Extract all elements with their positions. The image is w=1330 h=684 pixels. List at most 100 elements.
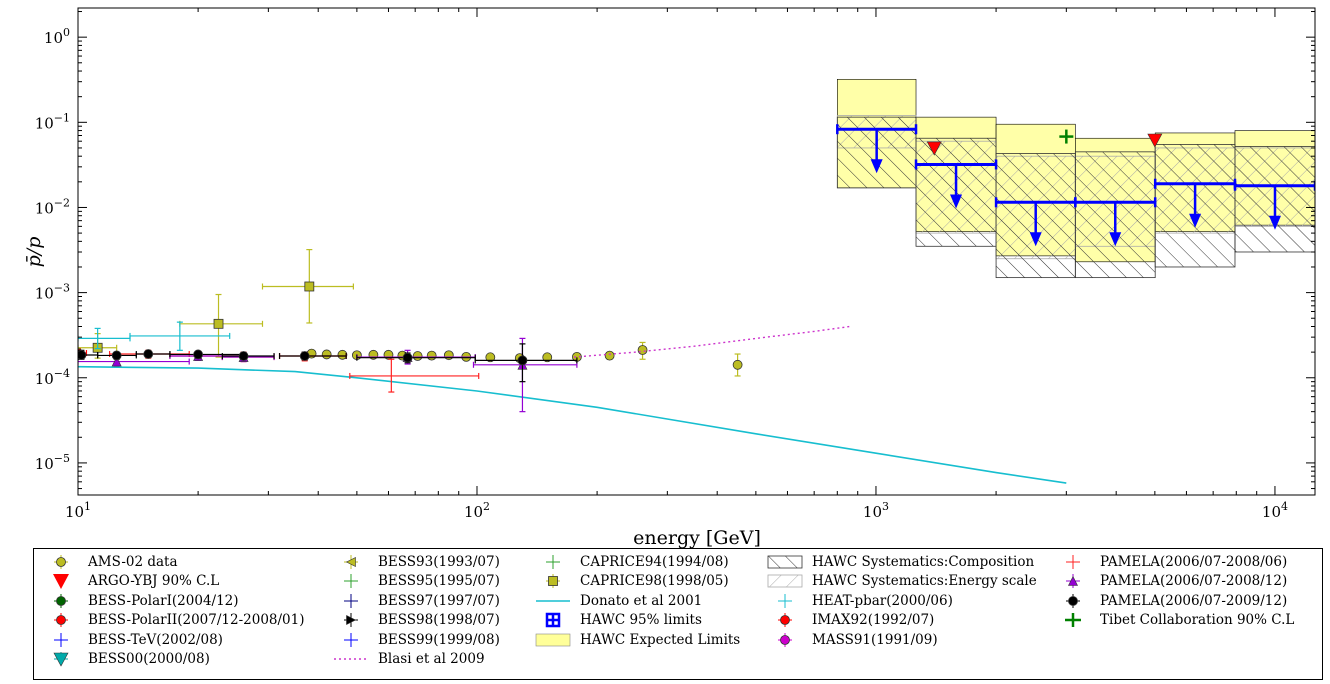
data-point [604, 350, 615, 361]
legend-label: BESS99(1999/08) [378, 631, 500, 648]
series-argo-ybj-90-c-l [926, 133, 1163, 156]
legend-label: BESS-PolarI(2004/12) [88, 592, 239, 609]
legend-item: Tibet Collaboration 90% C.L [1054, 611, 1294, 631]
data-point [412, 351, 423, 361]
data-point [213, 318, 224, 329]
legend-swatch [344, 574, 358, 589]
y-tick-label: 10−5 [35, 452, 70, 473]
legend-label: AMS-02 data [88, 553, 178, 570]
data-point [637, 345, 648, 355]
legend-marker [56, 595, 66, 606]
legend-swatch [344, 554, 358, 569]
y-axis-label: p̄/p [23, 237, 45, 268]
series-caprice98-1998-05 [78, 248, 354, 359]
x-tick-label: 103 [863, 500, 889, 521]
legend-marker [1068, 576, 1078, 587]
legend-item: HAWC Systematics:Energy scale [766, 572, 1037, 592]
legend-label: HEAT-pbar(2000/06) [812, 592, 953, 609]
legend-label: Tibet Collaboration 90% C.L [1100, 612, 1295, 629]
legend-label: HAWC Systematics:Composition [812, 553, 1035, 570]
legend-column: CAPRICE94(1994/08) CAPRICE98(1998/05) Dona… [534, 552, 740, 650]
legend-marker [780, 634, 790, 645]
legend-item: BESS-PolarI(2004/12) [42, 591, 305, 611]
data-point [443, 350, 454, 361]
data-point [485, 352, 496, 363]
legend-swatch [767, 574, 803, 588]
legend-swatch [54, 554, 68, 569]
legend-swatch [767, 555, 803, 569]
legend-item: BESS-TeV(2002/08) [42, 630, 305, 650]
x-axis-label: energy [GeV] [633, 527, 761, 548]
series-line-donato-et-al-2001 [78, 365, 1067, 484]
legend-swatch [54, 593, 68, 608]
y-tick-label: 10−3 [35, 282, 70, 303]
legend-item: BESS98(1998/07) [332, 611, 500, 631]
series-line-blasi-et-al-2009 [573, 325, 850, 358]
legend-column: AMS-02 data ARGO-YBJ 90% C.L BESS-PolarI(2… [42, 552, 305, 669]
y-tick-label: 10−2 [35, 196, 70, 217]
legend-marker [1068, 595, 1078, 606]
legend-label: HAWC Expected Limits [580, 631, 741, 648]
legend-label: BESS-TeV(2002/08) [88, 631, 223, 648]
legend-item: Donato et al 2001 [534, 591, 740, 611]
legend-column: HAWC Systematics:Composition HAWC Systema… [766, 552, 1037, 650]
series-blasi-et-al-2009 [573, 325, 850, 358]
legend-swatch [546, 554, 560, 569]
data-point [193, 349, 204, 360]
legend-item: CAPRICE98(1998/05) [534, 572, 740, 592]
legend-item: HEAT-pbar(2000/06) [766, 591, 1037, 611]
legend-label: BESS-PolarII(2007/12-2008/01) [88, 612, 305, 629]
legend-column: PAMELA(2006/07-2008/06) PAMELA(2006/07-20… [1054, 552, 1294, 630]
legend-item: BESS-PolarII(2007/12-2008/01) [42, 611, 305, 631]
data-point [337, 349, 348, 360]
legend-item: AMS-02 data [42, 552, 305, 572]
legend-swatch [344, 593, 358, 608]
legend-band [767, 555, 803, 569]
legend-column: BESS93(1993/07) BESS95(1995/07) BESS97(199… [332, 552, 500, 669]
legend-item: Blasi et al 2009 [332, 650, 500, 670]
data-point [304, 281, 315, 292]
data-point [78, 350, 87, 360]
legend-item: BESS93(1993/07) [332, 552, 500, 572]
legend-label: HAWC 95% limits [580, 612, 702, 629]
legend-marker [346, 615, 357, 626]
data-point [111, 356, 122, 367]
legend-label: PAMELA(2006/07-2008/06) [1100, 553, 1288, 570]
legend-marker [345, 556, 356, 567]
data-point [238, 351, 249, 361]
legend-swatch [53, 652, 69, 667]
legend-swatch [334, 658, 368, 661]
plot-area [78, 78, 1315, 484]
data-point [426, 350, 437, 361]
legend-swatch [53, 574, 69, 590]
legend-label: PAMELA(2006/07-2008/12) [1100, 573, 1288, 590]
legend-swatch [54, 613, 68, 628]
legend-marker [56, 556, 66, 567]
legend-swatch [545, 613, 561, 628]
legend-swatch [1065, 613, 1081, 628]
legend-item: MASS91(1991/09) [766, 630, 1037, 650]
legend-item: BESS00(2000/08) [42, 650, 305, 670]
legend-marker [56, 615, 66, 626]
x-tick-label: 104 [1262, 500, 1288, 521]
legend-item: ARGO-YBJ 90% C.L [42, 572, 305, 592]
data-point [1147, 133, 1163, 148]
legend-label: HAWC Systematics:Energy scale [812, 573, 1037, 590]
legend-label: IMAX92(1992/07) [812, 612, 935, 629]
legend-swatch [54, 632, 68, 647]
data-point [926, 141, 942, 156]
legend-swatch [536, 599, 570, 602]
legend-swatch [778, 632, 792, 647]
hawc-composition-band [995, 153, 1076, 279]
legend-label: BESS95(1995/07) [378, 573, 500, 590]
legend-item: CAPRICE94(1994/08) [534, 552, 740, 572]
legend-label: ARGO-YBJ 90% C.L [88, 573, 220, 590]
data-point [732, 359, 743, 370]
legend-item: BESS95(1995/07) [332, 572, 500, 592]
legend-item: BESS99(1999/08) [332, 630, 500, 650]
hawc-limit-arrow-head [950, 194, 963, 209]
legend-label: BESS00(2000/08) [88, 651, 210, 668]
legend-marker [548, 576, 558, 587]
y-tick-label: 10−4 [35, 367, 70, 388]
hawc-limit-arrow-head [1109, 232, 1122, 247]
